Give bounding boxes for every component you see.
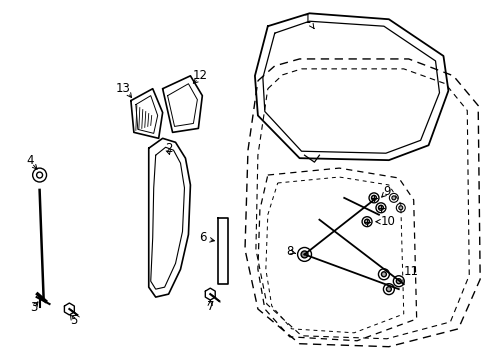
Circle shape — [396, 203, 405, 212]
Circle shape — [301, 251, 308, 258]
Text: 8: 8 — [286, 245, 294, 258]
Text: 6: 6 — [199, 231, 206, 244]
Circle shape — [393, 276, 404, 287]
Text: 12: 12 — [193, 69, 208, 82]
Circle shape — [369, 193, 379, 203]
Circle shape — [392, 196, 396, 200]
Circle shape — [365, 219, 369, 224]
Circle shape — [297, 247, 312, 261]
Circle shape — [362, 217, 372, 227]
Circle shape — [396, 279, 401, 284]
Circle shape — [383, 284, 394, 294]
Text: 3: 3 — [30, 301, 37, 314]
Text: 9: 9 — [383, 185, 391, 198]
Text: 5: 5 — [70, 314, 77, 327]
Text: 2: 2 — [165, 142, 172, 155]
Circle shape — [387, 287, 392, 292]
Circle shape — [378, 269, 390, 280]
Text: 4: 4 — [26, 154, 33, 167]
Text: 7: 7 — [206, 300, 214, 312]
Circle shape — [381, 272, 387, 277]
Circle shape — [390, 193, 398, 202]
Circle shape — [399, 206, 403, 210]
Text: 13: 13 — [116, 82, 130, 95]
Circle shape — [378, 205, 383, 210]
Circle shape — [371, 195, 376, 201]
Text: 1: 1 — [304, 13, 314, 29]
Text: 10: 10 — [381, 215, 396, 228]
Circle shape — [376, 203, 386, 213]
Text: 11: 11 — [403, 265, 418, 278]
